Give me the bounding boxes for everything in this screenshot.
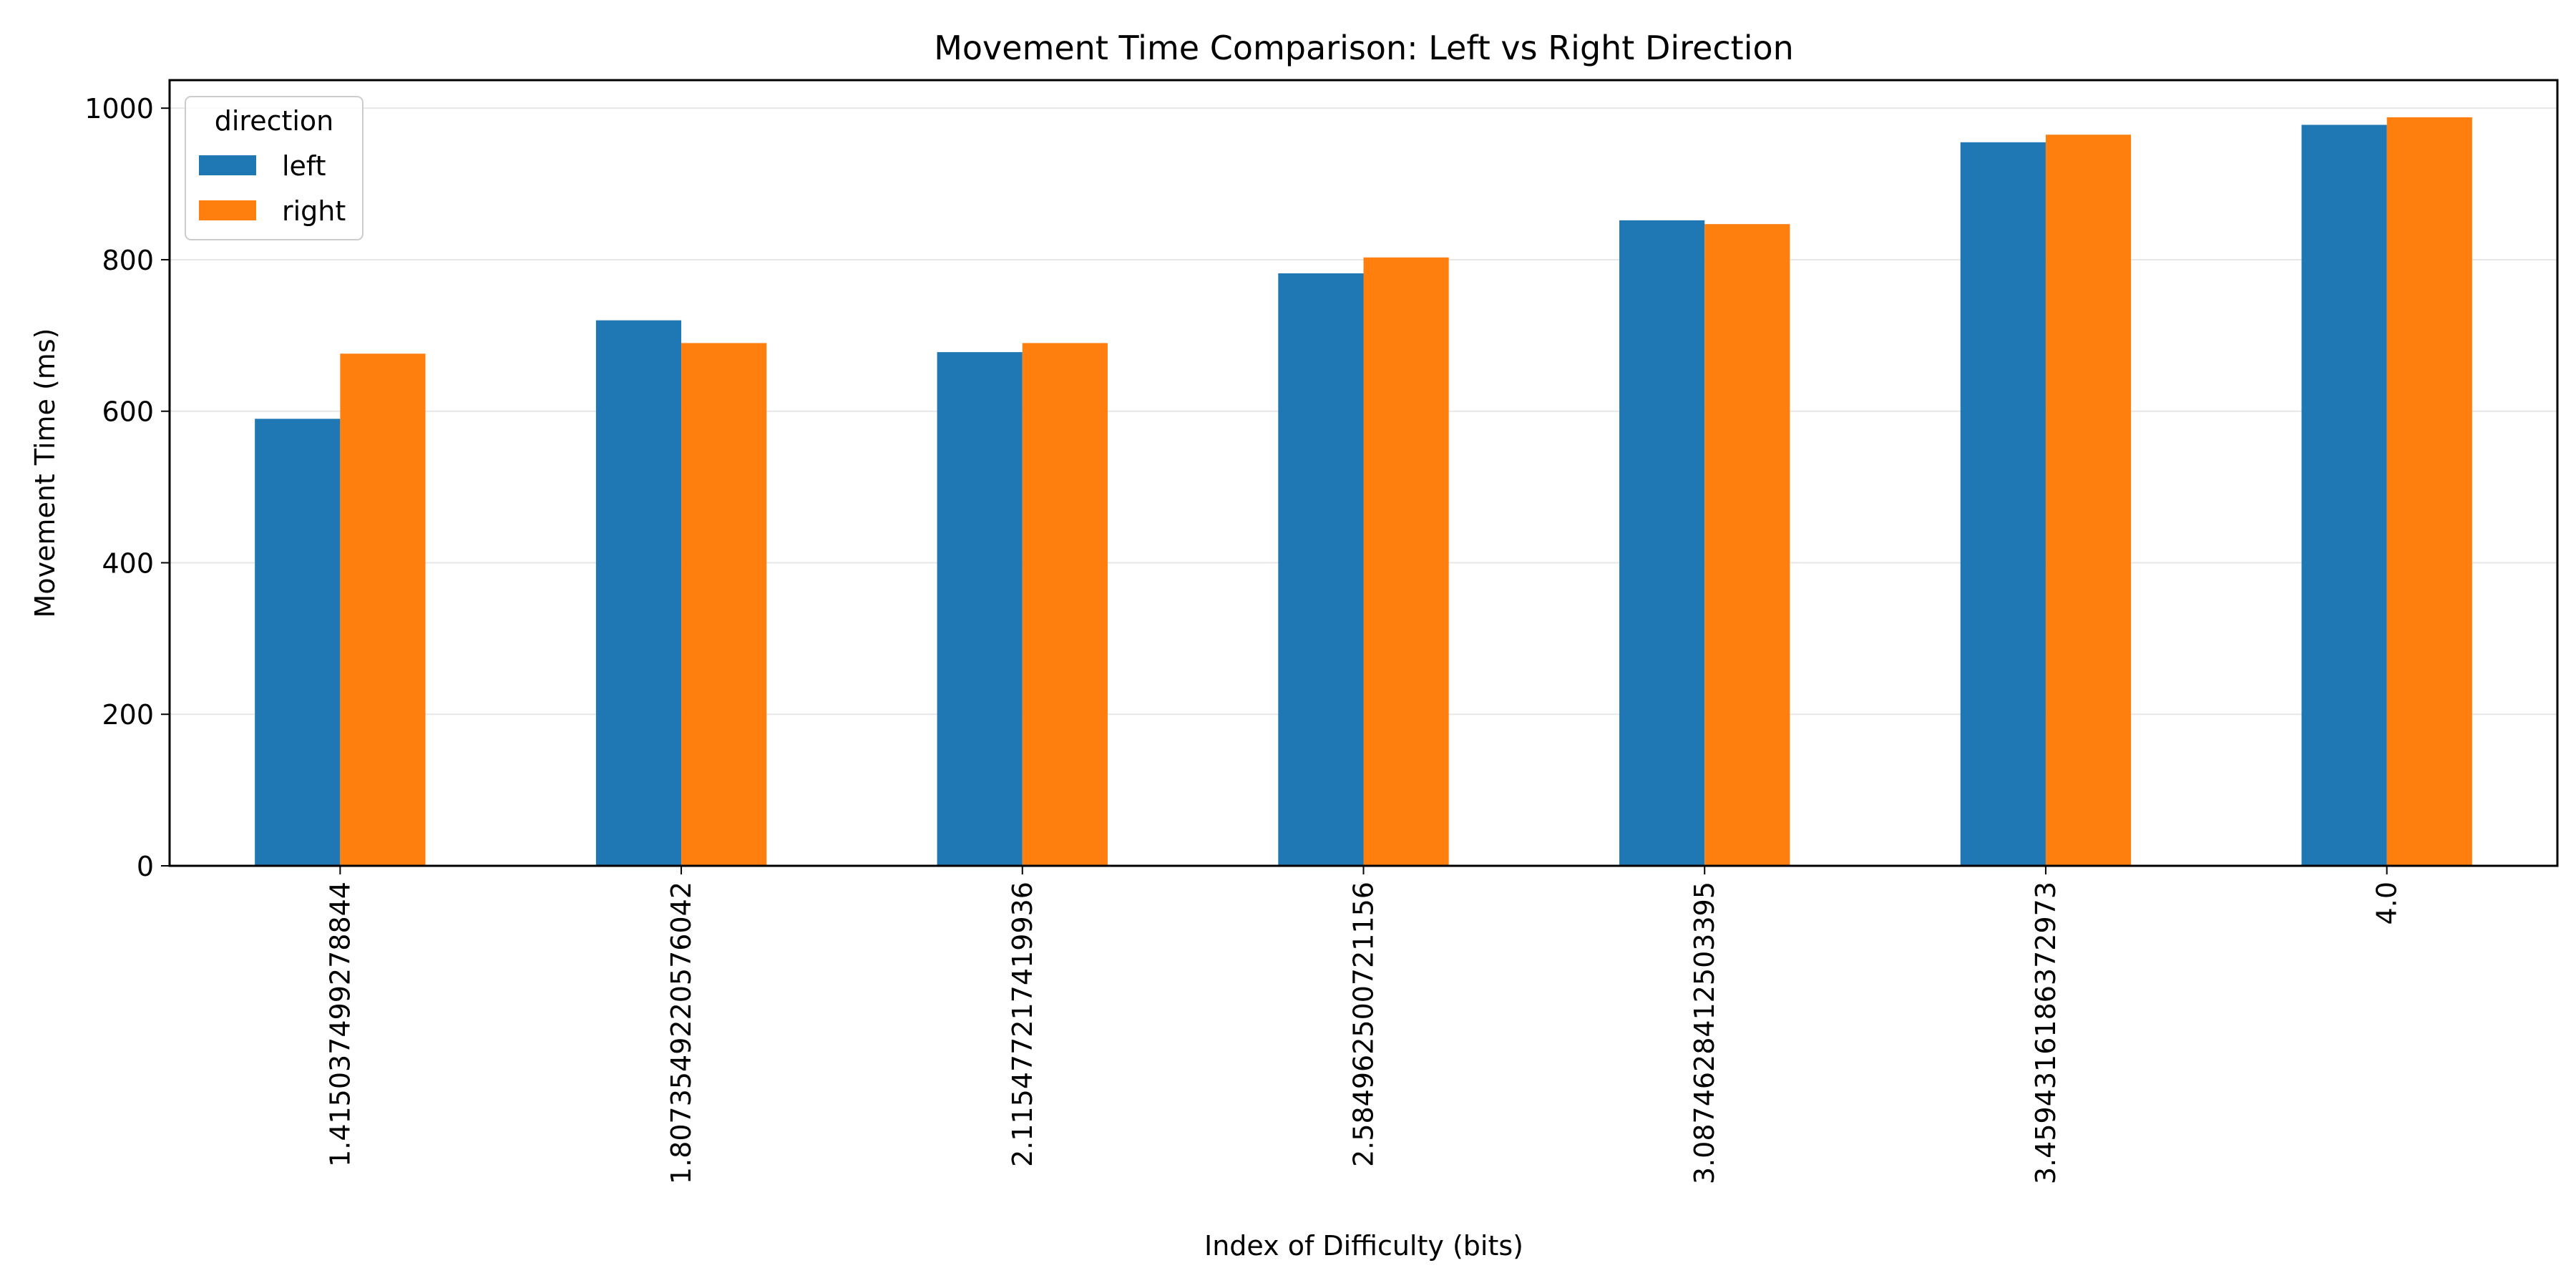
x-tick-label: 3.0874628412503395 [1689,882,1720,1184]
x-tick-label: 4.0 [2371,882,2403,924]
legend-swatch-right [199,200,256,220]
bar-right [2386,117,2472,867]
bar-left [595,320,682,866]
x-tick-label: 1.8073549220576042 [665,882,697,1184]
legend-label-left: left [282,150,326,182]
y-tick-label: 600 [102,396,154,428]
bar-left [1960,142,2046,866]
bars [255,117,2472,867]
bar-right [1363,257,1449,866]
bar-right [2045,135,2132,866]
y-tick-label: 1000 [84,93,154,125]
legend: direction left right [185,96,364,240]
legend-label-right: right [282,195,346,227]
bar-right [1022,343,1108,867]
y-tick-label: 800 [102,245,154,276]
legend-swatch-left [199,155,256,175]
chart-title: Movement Time Comparison: Left vs Right … [934,29,1794,67]
y-tick-label: 200 [102,699,154,731]
bar-right [340,353,426,866]
bar-left [1278,273,1364,866]
bar-right [681,343,767,867]
y-axis-label: Movement Time (ms) [29,328,61,618]
legend-title: direction [215,105,334,137]
y-tick-label: 400 [102,547,154,579]
bar-left [2301,125,2387,866]
x-axis-label: Index of Difficulty (bits) [1204,1230,1523,1262]
y-tick-label: 0 [137,851,154,882]
y-axis-ticks: 0 200 400 600 800 1000 [84,93,170,882]
x-tick-label: 2.115477217419936 [1007,882,1038,1167]
x-tick-label: 2.584962500721156 [1348,882,1380,1167]
x-tick-label: 1.415037499278844 [324,882,356,1167]
bar-right [1704,224,1790,866]
x-axis-ticks: 1.415037499278844 1.8073549220576042 2.115… [324,866,2403,1184]
bar-left [1619,220,1705,867]
bar-left [937,352,1023,866]
x-tick-label: 3.4594316186372973 [2030,882,2062,1184]
bar-left [255,419,341,866]
